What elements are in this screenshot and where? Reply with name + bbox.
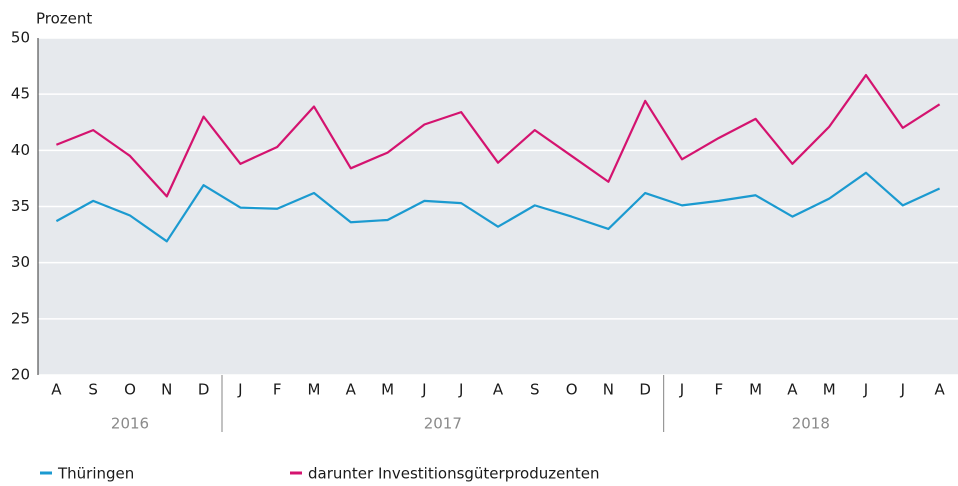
x-tick-label: O — [566, 381, 578, 399]
x-tick-label: J — [679, 381, 684, 399]
x-tick-label: A — [493, 381, 504, 399]
legend-label: darunter Investitionsgüterproduzenten — [308, 465, 599, 483]
y-tick-label: 20 — [11, 366, 30, 384]
x-tick-label: J — [458, 381, 463, 399]
year-label: 2016 — [111, 415, 149, 433]
x-tick-label: S — [88, 381, 98, 399]
y-tick-label: 50 — [11, 29, 30, 47]
x-tick-label: F — [273, 381, 282, 399]
x-tick-label: M — [823, 381, 836, 399]
series-line — [55, 73, 941, 198]
x-tick-label: A — [346, 381, 357, 399]
x-tick-label: J — [237, 381, 242, 399]
y-tick-label: 40 — [11, 141, 30, 159]
x-tick-label: O — [124, 381, 136, 399]
y-tick-label: 30 — [11, 253, 30, 271]
x-tick-label: M — [749, 381, 762, 399]
x-tick-label: A — [934, 381, 945, 399]
x-tick-label: J — [900, 381, 905, 399]
series-line — [55, 171, 941, 243]
x-tick-label: N — [603, 381, 614, 399]
x-tick-label: D — [639, 381, 651, 399]
x-tick-label: J — [863, 381, 868, 399]
x-tick-label: M — [308, 381, 321, 399]
legend-label: Thüringen — [57, 465, 134, 483]
y-axis-label: Prozent — [36, 10, 92, 28]
x-tick-label: D — [198, 381, 210, 399]
x-tick-label: M — [381, 381, 394, 399]
year-label: 2017 — [424, 415, 462, 433]
y-tick-label: 45 — [11, 85, 30, 103]
x-tick-label: A — [787, 381, 798, 399]
year-label: 2018 — [792, 415, 830, 433]
y-tick-label: 35 — [11, 197, 30, 215]
x-tick-label: N — [161, 381, 172, 399]
x-tick-label: J — [421, 381, 426, 399]
x-tick-label: A — [51, 381, 62, 399]
y-tick-label: 25 — [11, 309, 30, 327]
x-tick-label: S — [530, 381, 540, 399]
x-tick-label: F — [714, 381, 723, 399]
